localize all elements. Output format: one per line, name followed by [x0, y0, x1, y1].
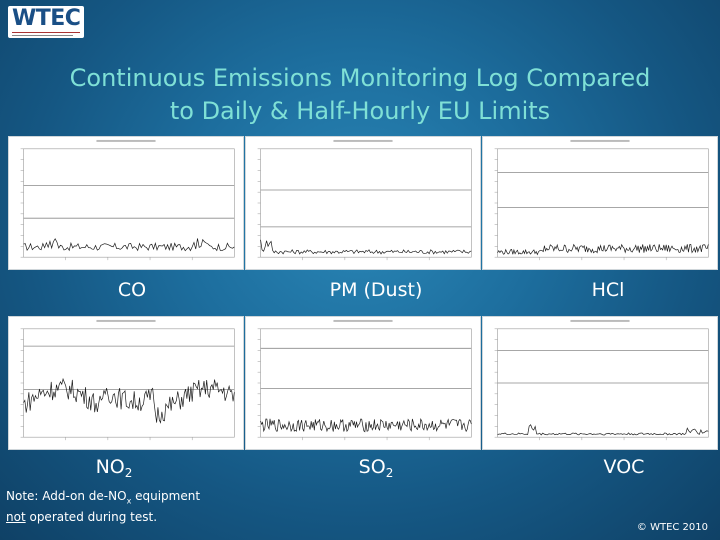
chart-pm — [257, 139, 472, 261]
chart-caption — [96, 319, 156, 322]
emission-trace — [260, 239, 472, 255]
title-line-1: Continuous Emissions Monitoring Log Comp… — [69, 64, 651, 92]
slide-title: Continuous Emissions Monitoring Log Comp… — [0, 62, 720, 128]
logo-text: WTEC — [12, 6, 81, 31]
chart-no2 — [20, 319, 235, 441]
chart-caption — [570, 319, 630, 322]
wtec-logo: WTEC — [8, 6, 84, 38]
chart-panel-pm — [245, 136, 481, 270]
plot-frame — [260, 328, 472, 438]
chart-caption — [570, 139, 630, 142]
label-so2: SO2 — [358, 456, 394, 480]
label-hcl: HCl — [591, 279, 625, 301]
label-pm: PM (Dust) — [329, 279, 423, 301]
chart-caption — [333, 139, 393, 142]
label-co: CO — [117, 279, 147, 301]
copyright: © WTEC 2010 — [636, 522, 708, 533]
emission-trace — [260, 418, 472, 433]
chart-panel-no2 — [8, 316, 244, 450]
chart-hcl — [494, 139, 709, 261]
emission-trace — [23, 377, 235, 424]
label-voc: VOC — [603, 456, 645, 478]
chart-caption — [333, 319, 393, 322]
chart-panel-co — [8, 136, 244, 270]
plot-frame — [23, 328, 235, 438]
chart-panel-hcl — [482, 136, 718, 270]
emission-trace — [497, 243, 709, 256]
chart-co — [20, 139, 235, 261]
label-no2: NO2 — [95, 456, 133, 480]
logo-rule — [12, 32, 80, 33]
chart-panel-so2 — [245, 316, 481, 450]
chart-caption — [96, 139, 156, 142]
plot-frame — [260, 148, 472, 258]
note-text: Note: Add-on de-NOx equipment not operat… — [6, 489, 201, 525]
emission-trace — [23, 238, 235, 252]
emission-trace — [497, 424, 709, 436]
chart-voc — [494, 319, 709, 441]
logo-subtext — [12, 35, 74, 36]
title-line-2: to Daily & Half-Hourly EU Limits — [169, 97, 551, 125]
plot-frame — [497, 148, 709, 258]
chart-so2 — [257, 319, 472, 441]
chart-panel-voc — [482, 316, 718, 450]
